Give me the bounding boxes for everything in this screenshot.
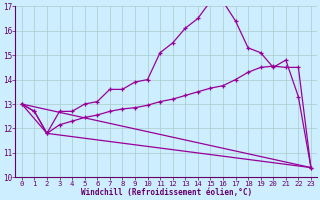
X-axis label: Windchill (Refroidissement éolien,°C): Windchill (Refroidissement éolien,°C) — [81, 188, 252, 197]
